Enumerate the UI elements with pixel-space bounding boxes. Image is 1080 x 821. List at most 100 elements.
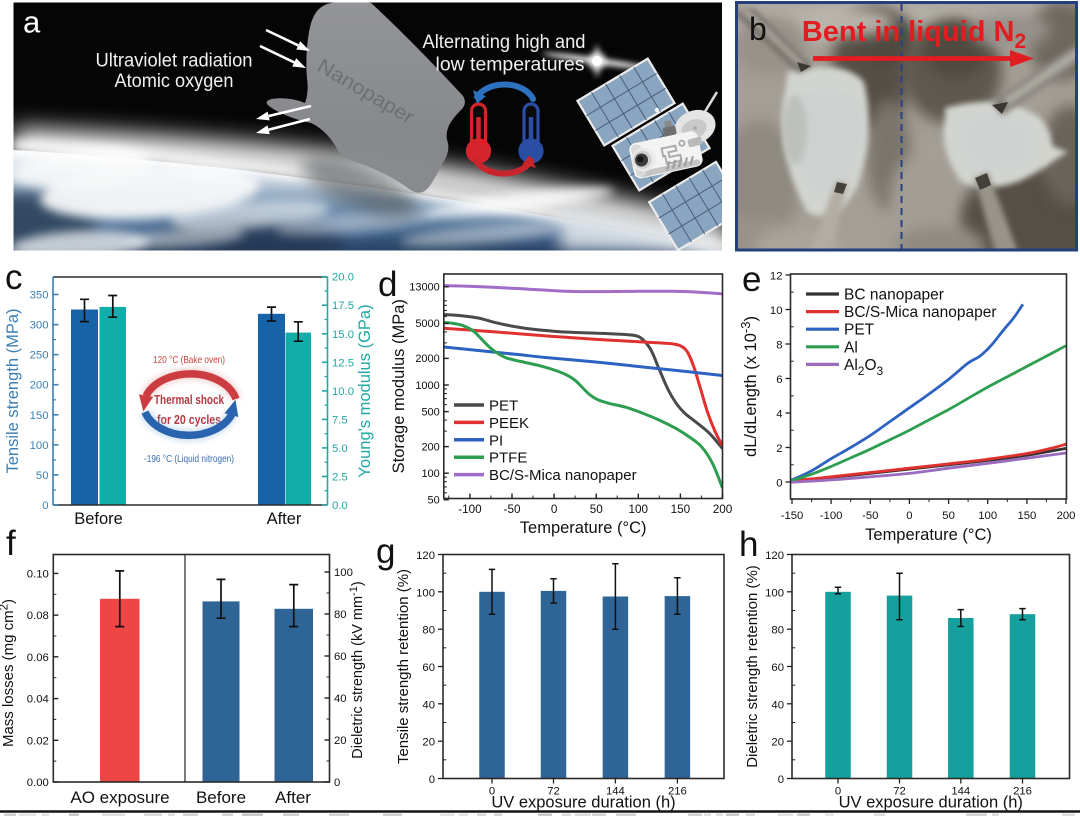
svg-text:Temperature (°C): Temperature (°C) — [865, 526, 992, 544]
svg-text:AO exposure: AO exposure — [70, 788, 169, 807]
svg-text:144: 144 — [606, 786, 625, 798]
svg-text:120 °C (Bake oven): 120 °C (Bake oven) — [153, 354, 225, 366]
svg-text:Young's modulus (GPa): Young's modulus (GPa) — [356, 304, 374, 477]
svg-text:120: 120 — [416, 550, 435, 562]
svg-text:Before: Before — [196, 788, 246, 807]
svg-text:0.02: 0.02 — [27, 735, 49, 747]
svg-text:0: 0 — [489, 786, 495, 798]
svg-text:0: 0 — [776, 478, 782, 490]
svg-text:Temperature (°C): Temperature (°C) — [520, 519, 647, 537]
svg-text:Al2O3: Al2O3 — [844, 357, 884, 378]
svg-text:12: 12 — [770, 271, 783, 283]
svg-text:100: 100 — [629, 503, 649, 516]
svg-text:2000: 2000 — [415, 353, 439, 365]
svg-text:2.5: 2.5 — [332, 472, 348, 484]
svg-text:0: 0 — [334, 777, 340, 789]
svg-text:Dieletric strength retention (: Dieletric strength retention (%) — [744, 565, 761, 768]
svg-text:-100: -100 — [820, 510, 843, 522]
svg-text:UV exposure duration (h): UV exposure duration (h) — [491, 794, 675, 812]
svg-text:Mass losses (mg cm2): Mass losses (mg cm2) — [0, 599, 17, 747]
svg-text:8: 8 — [776, 340, 782, 352]
svg-text:60: 60 — [334, 651, 347, 663]
svg-text:-50: -50 — [862, 510, 878, 522]
svg-text:Before: Before — [74, 510, 123, 528]
svg-text:Dieletric strength (kV mm-1): Dieletric strength (kV mm-1) — [348, 581, 366, 758]
svg-text:144: 144 — [951, 786, 970, 798]
svg-text:PI: PI — [489, 432, 503, 449]
svg-text:0.00: 0.00 — [27, 777, 49, 789]
svg-text:0.08: 0.08 — [27, 610, 49, 622]
svg-text:80: 80 — [771, 625, 784, 637]
svg-text:40: 40 — [771, 699, 784, 711]
svg-text:72: 72 — [547, 786, 560, 798]
svg-text:low temperatures: low temperatures — [436, 55, 585, 76]
svg-text:300: 300 — [30, 320, 49, 332]
svg-text:Bent in liquid N2: Bent in liquid N2 — [802, 16, 1026, 53]
svg-text:0: 0 — [906, 510, 912, 522]
svg-text:40: 40 — [422, 699, 435, 711]
svg-text:0.06: 0.06 — [27, 652, 49, 664]
svg-text:After: After — [275, 788, 311, 807]
svg-text:40: 40 — [334, 693, 347, 705]
svg-text:50: 50 — [590, 503, 604, 516]
svg-text:c: c — [5, 258, 23, 297]
svg-text:BC nanopaper: BC nanopaper — [844, 287, 944, 304]
svg-text:0: 0 — [835, 786, 841, 798]
svg-text:100: 100 — [421, 468, 439, 480]
svg-text:50: 50 — [36, 470, 49, 482]
svg-text:216: 216 — [1013, 786, 1032, 798]
svg-text:0.10: 0.10 — [27, 568, 49, 580]
svg-text:250: 250 — [30, 350, 49, 362]
svg-text:100: 100 — [30, 440, 49, 452]
svg-text:Storage modulus (MPa): Storage modulus (MPa) — [390, 299, 408, 473]
svg-text:Tensile strength (MPa): Tensile strength (MPa) — [4, 308, 22, 473]
svg-text:0: 0 — [551, 503, 558, 516]
svg-text:2: 2 — [776, 443, 782, 455]
svg-text:7.5: 7.5 — [332, 414, 348, 426]
svg-text:200: 200 — [421, 441, 439, 453]
svg-text:for 20 cycles: for 20 cycles — [157, 413, 221, 427]
svg-text:20: 20 — [422, 737, 435, 749]
svg-text:20: 20 — [334, 735, 347, 747]
svg-text:Alternating high and: Alternating high and — [423, 32, 586, 53]
svg-text:120: 120 — [765, 550, 784, 562]
svg-text:13000: 13000 — [409, 282, 440, 294]
svg-text:100: 100 — [978, 510, 997, 522]
svg-text:-196 °C (Liquid nitrogen): -196 °C (Liquid nitrogen) — [144, 453, 234, 465]
svg-text:80: 80 — [334, 609, 347, 621]
svg-text:0: 0 — [42, 500, 48, 512]
svg-text:a: a — [23, 5, 41, 40]
svg-text:100: 100 — [765, 587, 784, 599]
svg-text:20.0: 20.0 — [332, 272, 354, 284]
svg-text:dL/dLength (x 10-3): dL/dLength (x 10-3) — [738, 316, 760, 457]
svg-text:200: 200 — [713, 503, 733, 516]
svg-text:After: After — [267, 510, 302, 528]
svg-text:Ultraviolet radiation: Ultraviolet radiation — [96, 51, 253, 72]
svg-text:Al: Al — [844, 339, 858, 356]
svg-text:f: f — [6, 524, 16, 563]
svg-text:100: 100 — [416, 587, 435, 599]
svg-text:PEEK: PEEK — [489, 415, 529, 432]
svg-text:6: 6 — [776, 374, 782, 386]
svg-text:0.04: 0.04 — [27, 694, 49, 706]
svg-text:-150: -150 — [781, 510, 804, 522]
svg-text:60: 60 — [422, 662, 435, 674]
svg-text:20: 20 — [771, 737, 784, 749]
svg-text:e: e — [742, 260, 761, 299]
svg-text:b: b — [749, 11, 767, 47]
svg-text:-50: -50 — [504, 503, 521, 516]
svg-text:d: d — [378, 265, 397, 304]
svg-text:10.0: 10.0 — [332, 386, 354, 398]
svg-text:150: 150 — [1017, 510, 1036, 522]
svg-text:Tensile strength retention (%): Tensile strength retention (%) — [395, 569, 412, 764]
svg-text:-100: -100 — [458, 503, 482, 516]
svg-text:72: 72 — [893, 786, 906, 798]
svg-text:UV exposure duration (h): UV exposure duration (h) — [839, 794, 1023, 812]
svg-text:216: 216 — [668, 786, 687, 798]
svg-text:5.0: 5.0 — [332, 443, 348, 455]
svg-text:12.5: 12.5 — [332, 357, 354, 369]
svg-text:0: 0 — [429, 774, 435, 786]
svg-text:4: 4 — [776, 409, 782, 421]
svg-text:Atomic oxygen: Atomic oxygen — [115, 71, 234, 92]
svg-text:0: 0 — [778, 774, 784, 786]
